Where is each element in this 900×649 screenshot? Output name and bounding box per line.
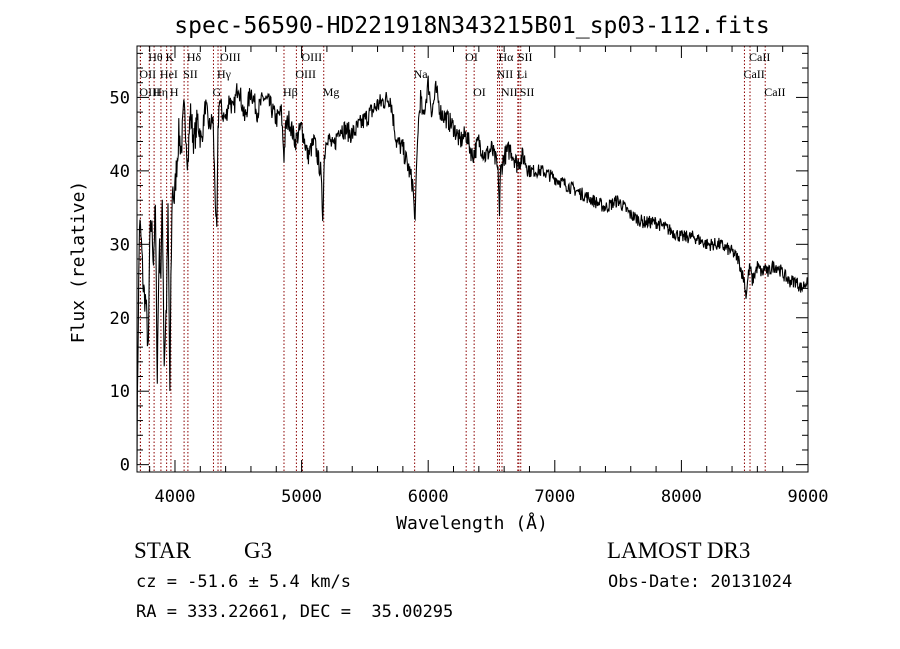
line-label-0: Hθ [148, 50, 163, 64]
line-label-4: Hη [153, 85, 168, 99]
line-label-27: CaII [764, 85, 785, 99]
line-label-18: OI [473, 85, 486, 99]
line-label-10: Hγ [217, 67, 232, 81]
observation-date: Obs-Date: 20131024 [608, 572, 793, 592]
line-label-7: SII [183, 67, 198, 81]
y-axis-label: Flux (relative) [68, 181, 89, 344]
y-tick-label: 0 [120, 456, 130, 476]
redshift-velocity: cz = -51.6 ± 5.4 km/s [136, 572, 351, 592]
line-label-24: SII [520, 85, 535, 99]
chart-title: spec-56590-HD221918N343215B01_sp03-112.f… [174, 13, 769, 39]
line-label-6: H [170, 85, 179, 99]
plot-frame [136, 45, 809, 473]
line-label-1: OII [139, 67, 156, 81]
x-tick-label: 9000 [788, 487, 829, 507]
x-axis-label: Wavelength (Å) [396, 512, 548, 534]
line-label-20: SII [518, 50, 533, 64]
line-label-2: OIII [139, 85, 160, 99]
line-label-5: K [166, 50, 175, 64]
line-label-11: G [212, 85, 221, 99]
subclass: G3 [244, 538, 273, 563]
y-tick-label: 40 [110, 162, 130, 182]
line-label-22: Li [517, 67, 528, 81]
line-label-9: OIII [220, 50, 241, 64]
line-label-3: HeI [160, 67, 178, 81]
line-label-15: Mg [323, 85, 340, 99]
line-label-12: OIII [301, 50, 322, 64]
line-label-25: CaII [749, 50, 770, 64]
y-tick-label: 30 [110, 235, 130, 255]
spectral-line-markers [139, 46, 766, 472]
object-class: STAR [134, 538, 191, 563]
line-label-23: NII [501, 85, 518, 99]
y-tick-labels: 0 10 20 30 40 50 [110, 88, 130, 475]
x-tick-labels: 4000 5000 6000 7000 8000 9000 [155, 487, 829, 507]
x-tick-label: 6000 [408, 487, 449, 507]
line-label-17: OI [465, 50, 478, 64]
x-tick-label: 7000 [534, 487, 575, 507]
x-tick-label: 8000 [661, 487, 702, 507]
x-tick-label: 4000 [155, 487, 196, 507]
x-tick-label: 5000 [281, 487, 322, 507]
coordinates: RA = 333.22661, DEC = 35.00295 [136, 602, 454, 622]
y-tick-label: 50 [110, 88, 130, 108]
line-label-26: CaII [743, 67, 764, 81]
line-label-8: Hδ [187, 50, 202, 64]
line-label-13: OIII [295, 67, 316, 81]
line-label-16: Na [414, 67, 429, 81]
axis-ticks [137, 46, 809, 472]
survey-name: LAMOST DR3 [607, 538, 751, 563]
line-label-21: NII [497, 67, 514, 81]
line-label-19: Hα [498, 50, 514, 64]
spectrum-line [136, 75, 809, 465]
y-tick-label: 20 [110, 309, 130, 329]
y-tick-label: 10 [110, 382, 130, 402]
line-label-14: Hβ [283, 85, 298, 99]
